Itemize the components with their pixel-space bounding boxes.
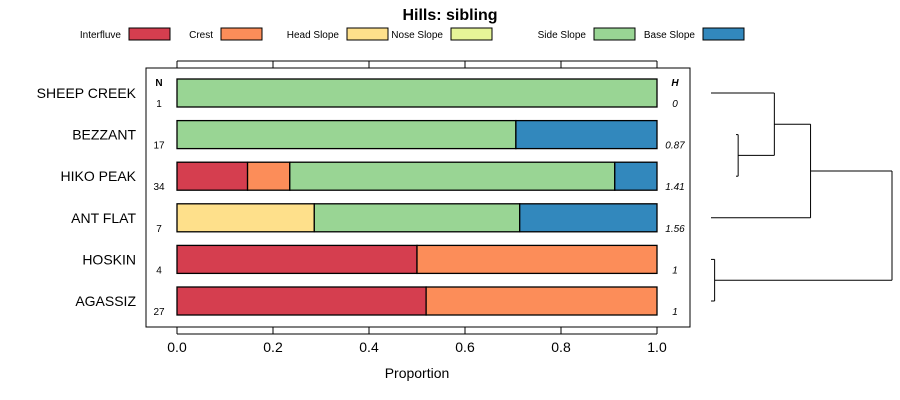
x-tick-label: 0.4: [359, 339, 379, 355]
legend: Interfluve Crest Head Slope Nose Slope Side …: [80, 27, 745, 41]
h-value-hiko-peak: 1.41: [665, 182, 684, 193]
legend-label-side-slope: Side Slope: [538, 30, 587, 41]
x-axis-label: Proportion: [385, 365, 450, 381]
bar-segment-hoskin-interfluve: [176, 244, 418, 275]
legend-label-nose-slope: Nose Slope: [391, 30, 443, 41]
row-label-hoskin: HOSKIN: [82, 251, 136, 267]
n-value-sheep-creek: 1: [156, 99, 162, 110]
n-value-agassiz: 27: [153, 307, 165, 318]
x-tick-label: 0.6: [455, 339, 475, 355]
n-value-hoskin: 4: [156, 265, 162, 276]
n-column-header: N: [155, 78, 162, 89]
n-value-bezzant: 17: [153, 141, 165, 152]
n-value-hiko-peak: 34: [153, 182, 165, 193]
bar-segment-bezzant-side-slope: [176, 119, 517, 150]
row-label-sheep-creek: SHEEP CREEK: [37, 85, 137, 101]
bars: 1 0 17 0.87 34 1.41 7 1.56 4 1 27 1: [153, 78, 685, 318]
bar-segment-hiko-peak-interfluve: [176, 161, 249, 191]
chart-title: Hills: sibling: [402, 7, 497, 24]
x-tick-label: 0.2: [263, 339, 283, 355]
x-tick-label: 0.0: [167, 339, 187, 355]
legend-label-crest: Crest: [189, 30, 213, 41]
x-tick-label: 0.8: [551, 339, 571, 355]
bar-segment-ant-flat-head-slope: [176, 203, 315, 233]
legend-label-head-slope: Head Slope: [287, 30, 340, 41]
h-value-agassiz: 1: [672, 307, 678, 318]
bar-segment-ant-flat-side-slope: [313, 203, 521, 233]
bar-segment-agassiz-crest: [425, 286, 658, 316]
bar-segment-ant-flat-base-slope: [519, 203, 658, 233]
h-value-sheep-creek: 0: [672, 99, 678, 110]
bar-segment-hiko-peak-base-slope: [614, 161, 658, 191]
bar-segment-hoskin-crest: [416, 244, 658, 275]
bar-segment-sheep-creek-side-slope: [176, 78, 658, 108]
h-value-ant-flat: 1.56: [665, 224, 685, 235]
row-label-ant-flat: ANT FLAT: [71, 210, 136, 226]
legend-swatch-nose-slope: [450, 27, 493, 41]
bar-segment-hiko-peak-crest: [246, 161, 291, 191]
h-value-bezzant: 0.87: [665, 141, 685, 152]
x-axis: 0.0 0.2 0.4 0.6 0.8 1.0: [167, 60, 667, 355]
h-column-header: H: [671, 78, 679, 89]
n-value-ant-flat: 7: [156, 224, 162, 235]
bar-segment-agassiz-interfluve: [176, 286, 427, 316]
legend-swatch-head-slope: [346, 27, 389, 41]
x-tick-label: 1.0: [647, 339, 667, 355]
legend-swatch-side-slope: [593, 27, 636, 41]
row-label-bezzant: BEZZANT: [72, 127, 136, 143]
dendrogram: [711, 92, 893, 302]
row-label-agassiz: AGASSIZ: [75, 293, 136, 309]
row-label-hiko-peak: HIKO PEAK: [61, 168, 137, 184]
legend-swatch-crest: [220, 27, 263, 41]
h-value-hoskin: 1: [672, 265, 678, 276]
plot-frame: [145, 67, 691, 328]
legend-label-interfluve: Interfluve: [80, 30, 122, 41]
legend-swatch-interfluve: [128, 27, 171, 41]
bar-segment-hiko-peak-side-slope: [289, 161, 616, 191]
legend-label-base-slope: Base Slope: [644, 30, 696, 41]
legend-swatch-base-slope: [702, 27, 745, 41]
bar-segment-bezzant-base-slope: [515, 119, 658, 150]
